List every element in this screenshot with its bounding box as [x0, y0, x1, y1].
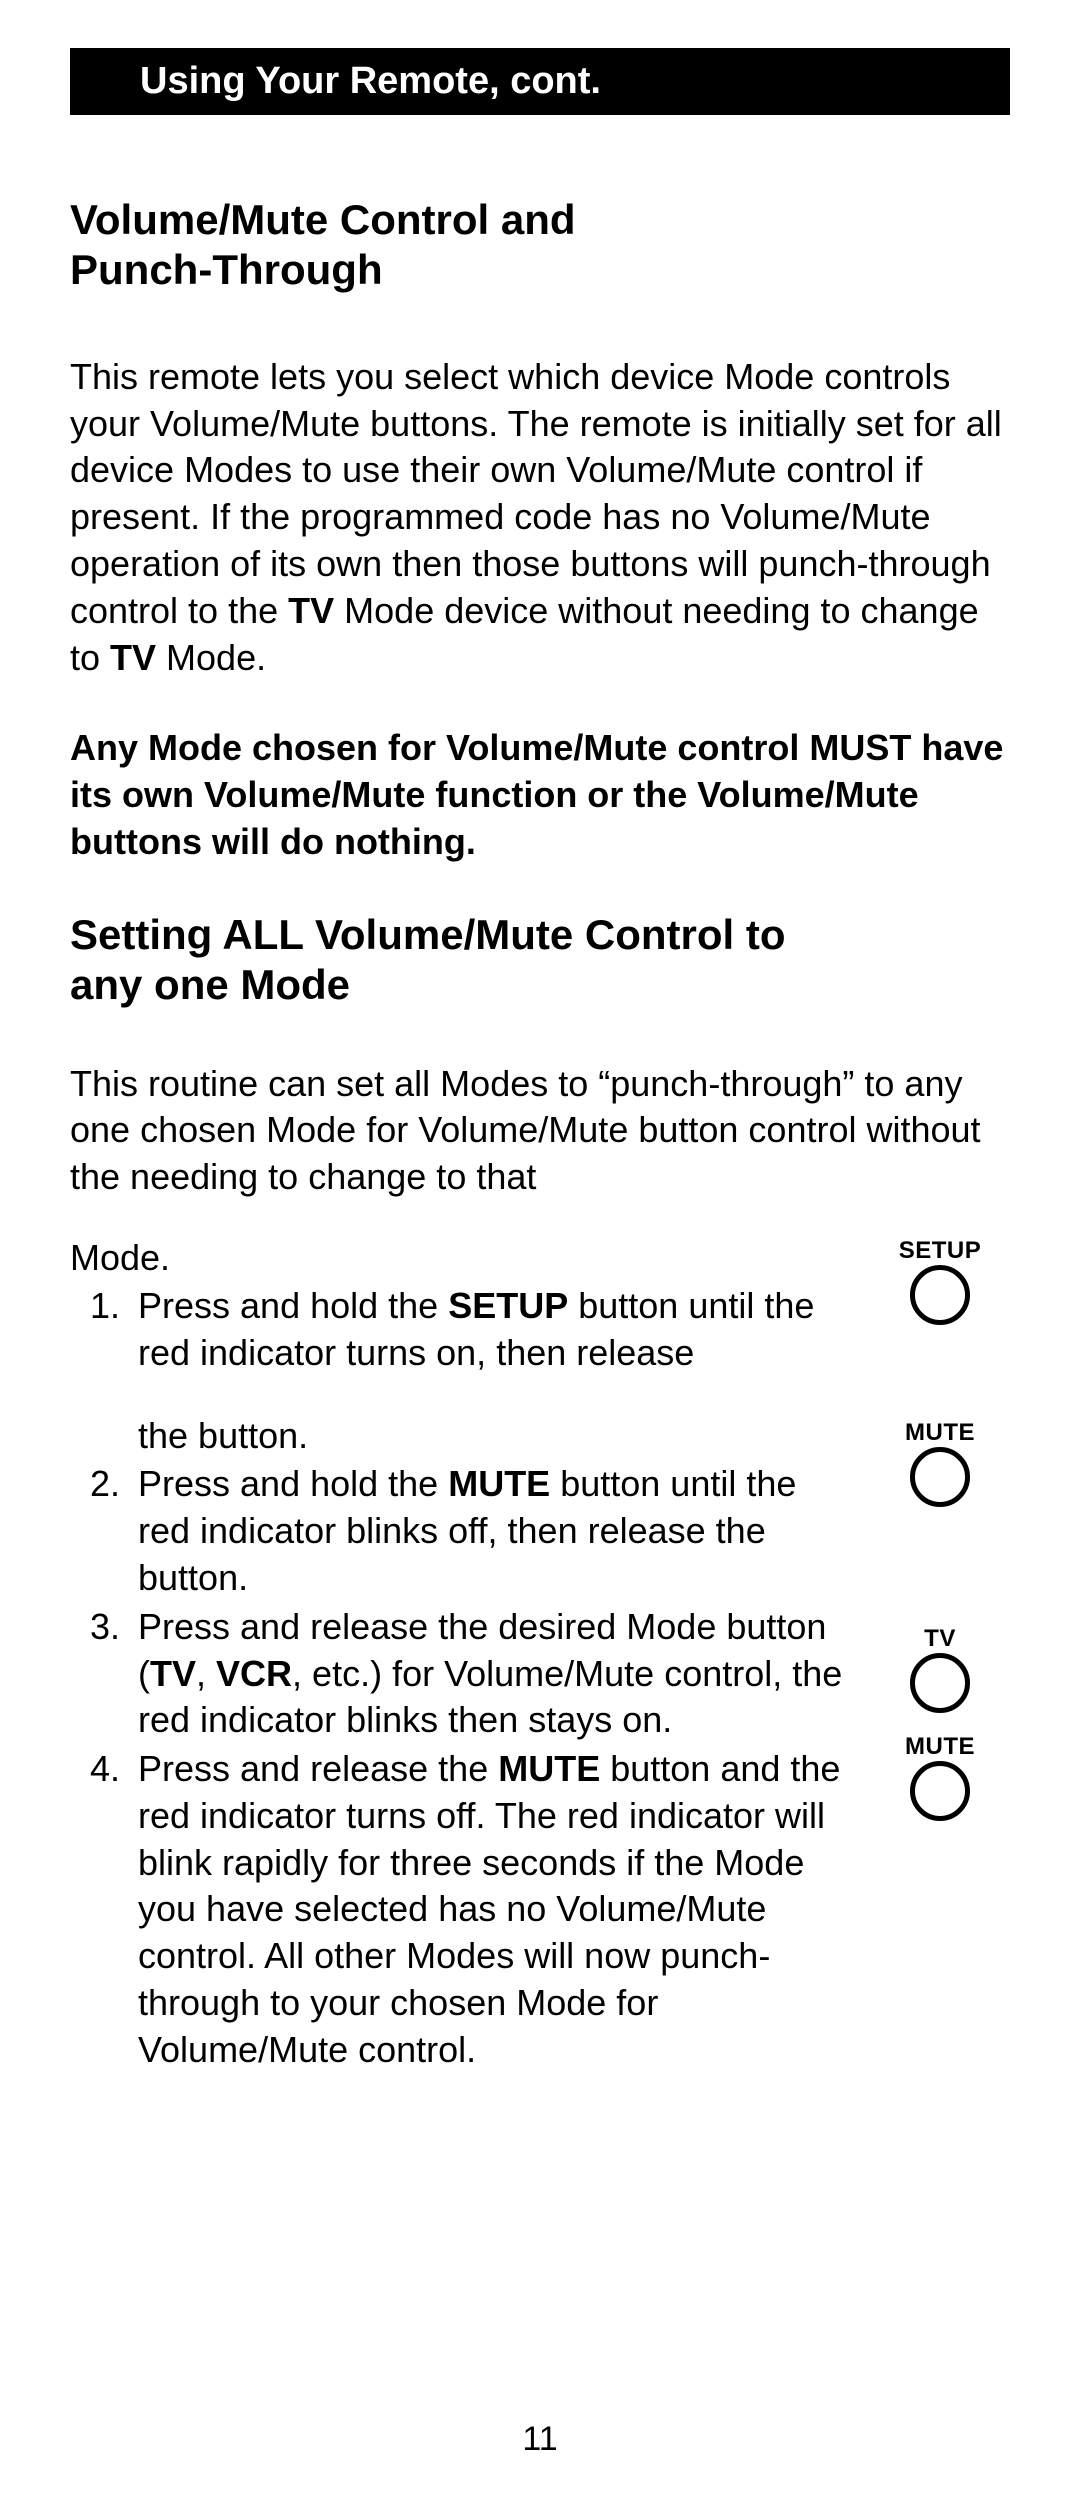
steps-list: Press and hold the SETUP button until th… — [70, 1283, 850, 2074]
step1-setup: SETUP — [448, 1285, 568, 1326]
step1-c: the button. — [138, 1415, 308, 1456]
heading2-line2: any one Mode — [70, 961, 350, 1008]
paragraph-routine-intro: This routine can set all Modes to “punch… — [70, 1061, 1010, 1201]
page: Using Your Remote, cont. Volume/Mute Con… — [0, 0, 1080, 2519]
step3-tv: TV — [150, 1653, 196, 1694]
mute2-icon-label: MUTE — [905, 1733, 975, 1761]
paragraph-intro: This remote lets you select which device… — [70, 354, 1010, 682]
mode-word: Mode. — [70, 1237, 850, 1279]
step4-b: button and the red indicator turns off. … — [138, 1748, 840, 2070]
heading-line1: Volume/Mute Control and — [70, 196, 576, 243]
mute1-icon-label: MUTE — [905, 1419, 975, 1447]
step-2: Press and hold the MUTE button until the… — [130, 1461, 850, 1601]
step4-mute: MUTE — [498, 1748, 600, 1789]
section-heading-setting-all: Setting ALL Volume/Mute Control to any o… — [70, 910, 1010, 1011]
setup-circle-icon — [910, 1265, 970, 1325]
step1-a: Press and hold the — [138, 1285, 448, 1326]
setup-icon-label: SETUP — [899, 1237, 982, 1265]
setup-button-icon: SETUP — [899, 1237, 982, 1325]
steps-row: Mode. Press and hold the SETUP button un… — [70, 1237, 1010, 2076]
step3-comma: , — [196, 1653, 216, 1694]
step2-a: Press and hold the — [138, 1463, 448, 1504]
tv-circle-icon — [910, 1653, 970, 1713]
steps-column: Mode. Press and hold the SETUP button un… — [70, 1237, 850, 2076]
p1-part-c: Mode. — [156, 637, 266, 678]
step-1: Press and hold the SETUP button until th… — [130, 1283, 850, 1459]
heading2-line1: Setting ALL Volume/Mute Control to — [70, 911, 786, 958]
section-heading-volume-mute: Volume/Mute Control and Punch-Through — [70, 195, 1010, 296]
tv-button-icon: TV — [910, 1625, 970, 1713]
step2-mute: MUTE — [448, 1463, 550, 1504]
p1-tv1: TV — [288, 590, 334, 631]
step-3: Press and release the desired Mode butto… — [130, 1604, 850, 1744]
step-4: Press and release the MUTE button and th… — [130, 1746, 850, 2074]
mute1-circle-icon — [910, 1447, 970, 1507]
page-header-title: Using Your Remote, cont. — [140, 60, 601, 102]
step4-a: Press and release the — [138, 1748, 498, 1789]
tv-icon-label: TV — [924, 1625, 956, 1653]
step3-vcr: VCR — [216, 1653, 292, 1694]
heading-line2: Punch-Through — [70, 246, 383, 293]
p1-tv2: TV — [110, 637, 156, 678]
mute-button-icon-2: MUTE — [905, 1733, 975, 1821]
mute2-circle-icon — [910, 1761, 970, 1821]
mute-button-icon-1: MUTE — [905, 1419, 975, 1507]
paragraph-warning: Any Mode chosen for Volume/Mute control … — [70, 725, 1010, 865]
button-icons-column: SETUP MUTE TV MUTE — [870, 1237, 1010, 2076]
page-number: 11 — [0, 2420, 1080, 2459]
page-header-bar: Using Your Remote, cont. — [70, 48, 1010, 115]
